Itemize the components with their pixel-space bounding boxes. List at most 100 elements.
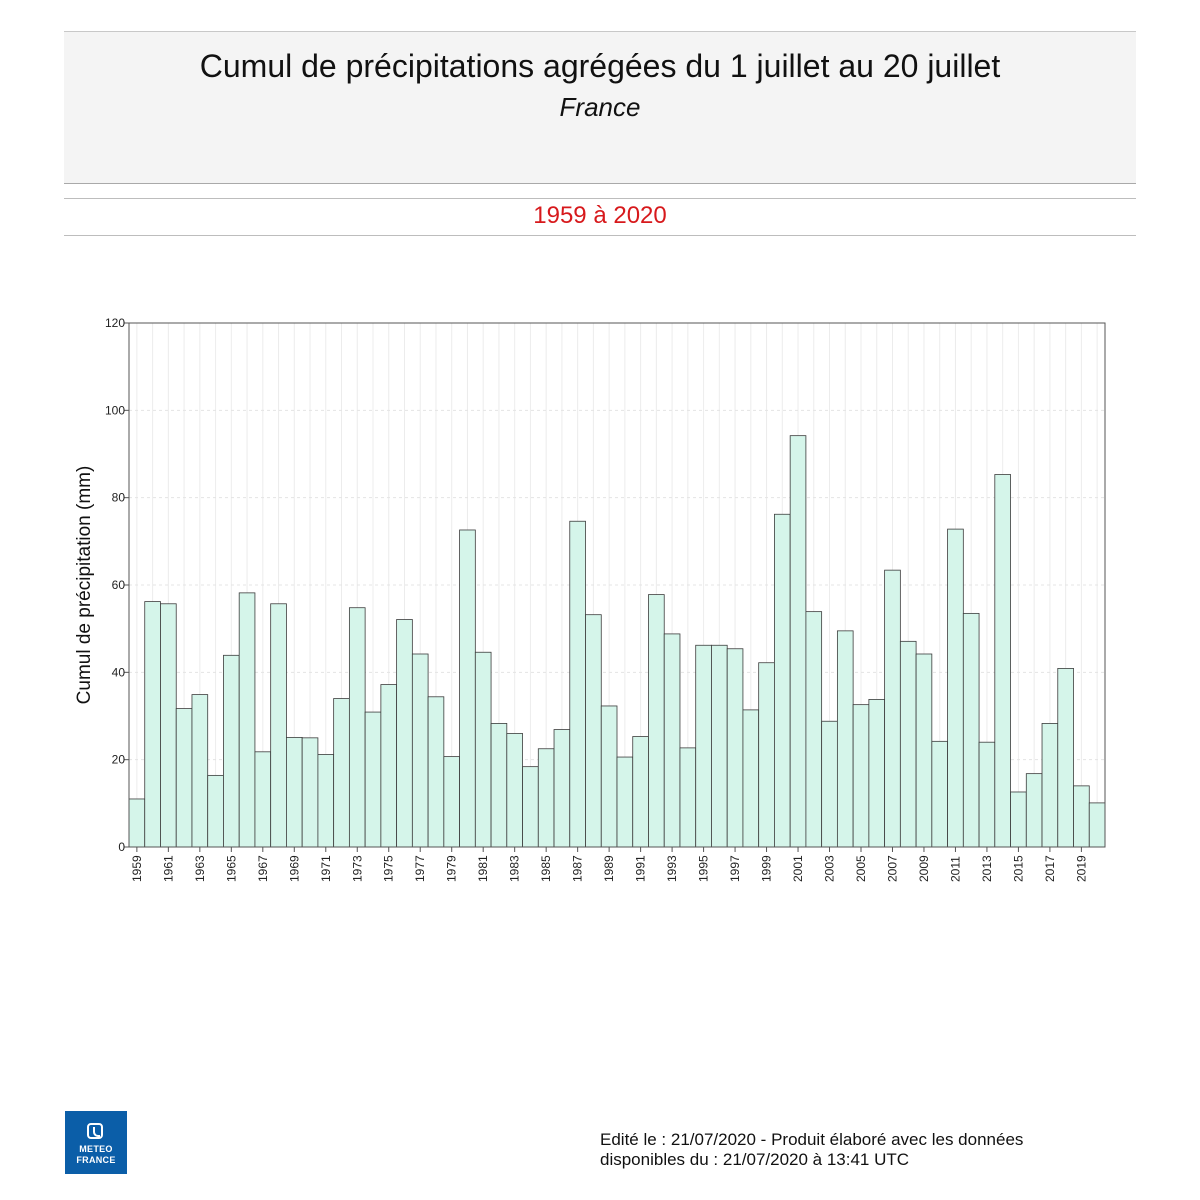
bar-1981 — [474, 651, 492, 848]
bar-2012 — [962, 612, 980, 848]
bar-2014 — [994, 474, 1011, 848]
y-tick-label: 40 — [112, 665, 126, 679]
period-panel: 1959 à 2020 — [64, 198, 1136, 236]
header-panel: Cumul de précipitations agrégées du 1 ju… — [64, 31, 1136, 184]
x-tick-label: 1979 — [445, 855, 459, 882]
x-tick-label: 2005 — [854, 855, 868, 882]
bar-1964 — [207, 774, 224, 848]
bar-1980 — [459, 529, 476, 848]
bar-1961 — [160, 603, 177, 848]
x-tick-label: 1975 — [382, 855, 396, 882]
x-tick-label: 2015 — [1011, 855, 1025, 882]
bar-1969 — [286, 736, 303, 848]
x-tick-label: 1963 — [193, 855, 207, 882]
x-tick-label: 2009 — [917, 855, 931, 882]
x-tick-label: 1977 — [413, 855, 427, 882]
x-tick-label: 1991 — [634, 855, 648, 882]
x-tick-label: 2003 — [823, 855, 837, 882]
x-tick-label: 2001 — [791, 855, 805, 882]
bar-1985 — [537, 748, 555, 848]
bar-1965 — [223, 654, 240, 848]
bars — [128, 435, 1106, 848]
y-tick-label: 0 — [118, 840, 125, 854]
bar-1991 — [632, 736, 649, 848]
bar-1994 — [679, 747, 697, 848]
footer-line1: Edité le : 21/07/2020 - Produit élaboré … — [600, 1130, 1024, 1149]
bar-1998 — [742, 709, 760, 848]
chart-title: Cumul de précipitations agrégées du 1 ju… — [199, 48, 1001, 84]
y-tick-label: 60 — [112, 578, 126, 592]
bar-1992 — [648, 594, 665, 848]
logo-text-line2: FRANCE — [76, 1155, 116, 1165]
bar-1979 — [443, 756, 460, 848]
bar-1986 — [553, 729, 571, 848]
bar-2011 — [947, 528, 964, 848]
axes: 0 20 40 60 80 100 120 1959 1961 1963 1965 1967 1969 1… — [105, 316, 1106, 882]
x-tick-label: 1997 — [728, 855, 742, 882]
x-tick-label: 1967 — [256, 855, 270, 882]
bar-1967 — [254, 751, 272, 848]
bar-2009 — [915, 653, 933, 848]
y-tick-label: 120 — [105, 316, 125, 330]
y-tick-label: 20 — [112, 753, 126, 767]
x-tick-label: 2013 — [980, 855, 994, 882]
bar-2013 — [978, 741, 996, 848]
bar-2003 — [821, 720, 838, 848]
bar-1988 — [585, 614, 602, 848]
x-tick-label: 1985 — [539, 855, 553, 882]
bar-1977 — [411, 653, 429, 848]
x-tick-label: 2017 — [1043, 855, 1057, 882]
bar-1996 — [711, 644, 728, 848]
bar-2008 — [899, 640, 917, 848]
x-tick-label: 1965 — [224, 855, 238, 882]
bar-2004 — [836, 630, 854, 848]
bar-2000 — [774, 513, 791, 848]
x-tick-label: 1969 — [287, 855, 301, 882]
bar-1984 — [522, 766, 539, 848]
x-tick-label: 1981 — [476, 855, 490, 882]
bar-1976 — [396, 619, 413, 848]
x-tick-label: 1993 — [665, 855, 679, 882]
bar-2020 — [1088, 802, 1106, 848]
x-tick-label: 2019 — [1074, 855, 1088, 882]
bar-1995 — [695, 644, 712, 848]
bar-1966 — [238, 592, 256, 848]
bar-1982 — [490, 723, 508, 848]
y-tick-label: 80 — [112, 491, 126, 505]
bar-2015 — [1010, 791, 1027, 848]
bar-1987 — [569, 520, 586, 848]
x-tick-label: 2007 — [885, 855, 899, 882]
bar-1970 — [301, 737, 319, 848]
bar-2010 — [931, 740, 948, 848]
bar-1968 — [270, 603, 287, 848]
x-tick-label: 1971 — [319, 855, 333, 882]
precipitation-bar-chart: 0 20 40 60 80 100 120 1959 1961 1963 1965 1967 1969 1… — [74, 316, 1106, 882]
x-tick-label: 1987 — [571, 855, 585, 882]
bar-2007 — [884, 569, 901, 848]
x-tick-label: 1959 — [130, 855, 144, 882]
footer-note: Edité le : 21/07/2020 - Produit élaboré … — [600, 1130, 1120, 1170]
bar-1972 — [333, 698, 350, 848]
chart-subtitle: France — [559, 92, 641, 122]
period-label: 1959 à 2020 — [533, 202, 667, 229]
bar-1999 — [758, 662, 775, 848]
bar-2002 — [805, 611, 823, 848]
meteo-france-logo: METEO FRANCE — [65, 1111, 127, 1174]
x-tick-label: 1989 — [602, 855, 616, 882]
bar-1978 — [427, 696, 445, 848]
bar-1993 — [663, 633, 681, 848]
footer-line2: disponibles du : 21/07/2020 à 13:41 UTC — [600, 1150, 910, 1169]
y-tick-label: 100 — [105, 403, 125, 417]
y-axis-label: Cumul de précipitation (mm) — [74, 466, 95, 705]
bar-2006 — [868, 699, 886, 848]
bar-2005 — [852, 704, 870, 848]
bar-1989 — [600, 705, 618, 848]
bar-2016 — [1025, 773, 1043, 848]
meteo-france-emblem-icon — [87, 1123, 103, 1139]
x-tick-label: 1983 — [508, 855, 522, 882]
bar-2017 — [1041, 723, 1059, 848]
bar-1975 — [380, 684, 398, 848]
bar-1997 — [726, 648, 744, 848]
x-tick-label: 1995 — [697, 855, 711, 882]
bar-2001 — [789, 435, 807, 848]
